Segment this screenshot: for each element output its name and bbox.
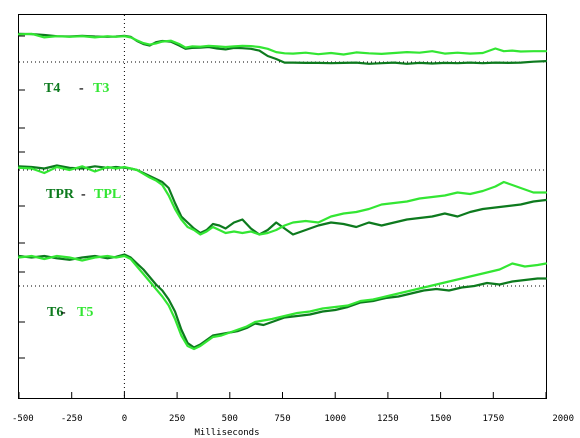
x-tick-label: 1250 (377, 414, 399, 424)
series-layer (17, 32, 548, 351)
x-tick-label: 0 (122, 414, 127, 424)
x-tick-label: 1500 (430, 414, 452, 424)
series-line-t6 (17, 253, 548, 349)
x-axis: -500 -250 0 250 500 750 1000 1250 1500 1750 2000 (12, 392, 574, 424)
x-axis-label: Milliseconds (194, 428, 259, 438)
x-tick-label: 2000 (552, 414, 574, 424)
series-label-t3: T3 (93, 81, 109, 96)
label-separator: - (61, 305, 66, 320)
x-tick-label: -500 (12, 414, 34, 424)
reference-lines (19, 15, 546, 398)
x-tick-label: 250 (169, 414, 185, 424)
series-label-t5: T5 (77, 305, 93, 320)
series-line-t4 (17, 32, 548, 65)
series-label-tpr: TPR (46, 187, 75, 202)
series-line-t3 (17, 32, 548, 56)
series-label-tpl: TPL (94, 187, 121, 202)
plot-frame (18, 14, 547, 399)
x-tick-label: 1750 (482, 414, 504, 424)
label-separator: - (79, 81, 84, 96)
x-tick-label: -250 (61, 414, 83, 424)
series-label-t4: T4 (44, 81, 60, 96)
label-separator: - (81, 187, 86, 202)
series-line-tpl (17, 165, 548, 236)
x-tick-label: 500 (222, 414, 238, 424)
series-line-t5 (17, 254, 548, 351)
x-tick-label: 750 (274, 414, 290, 424)
series-label-t6: T6 (47, 305, 63, 320)
x-tick-label: 1000 (324, 414, 346, 424)
